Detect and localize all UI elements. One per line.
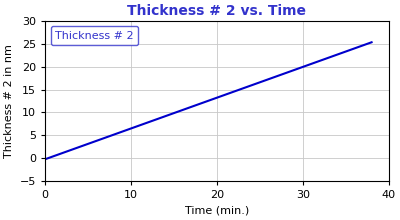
Y-axis label: Thickness # 2 in nm: Thickness # 2 in nm bbox=[4, 44, 14, 158]
Legend: Thickness # 2: Thickness # 2 bbox=[51, 26, 138, 45]
X-axis label: Time (min.): Time (min.) bbox=[185, 206, 249, 216]
Title: Thickness # 2 vs. Time: Thickness # 2 vs. Time bbox=[128, 4, 306, 18]
